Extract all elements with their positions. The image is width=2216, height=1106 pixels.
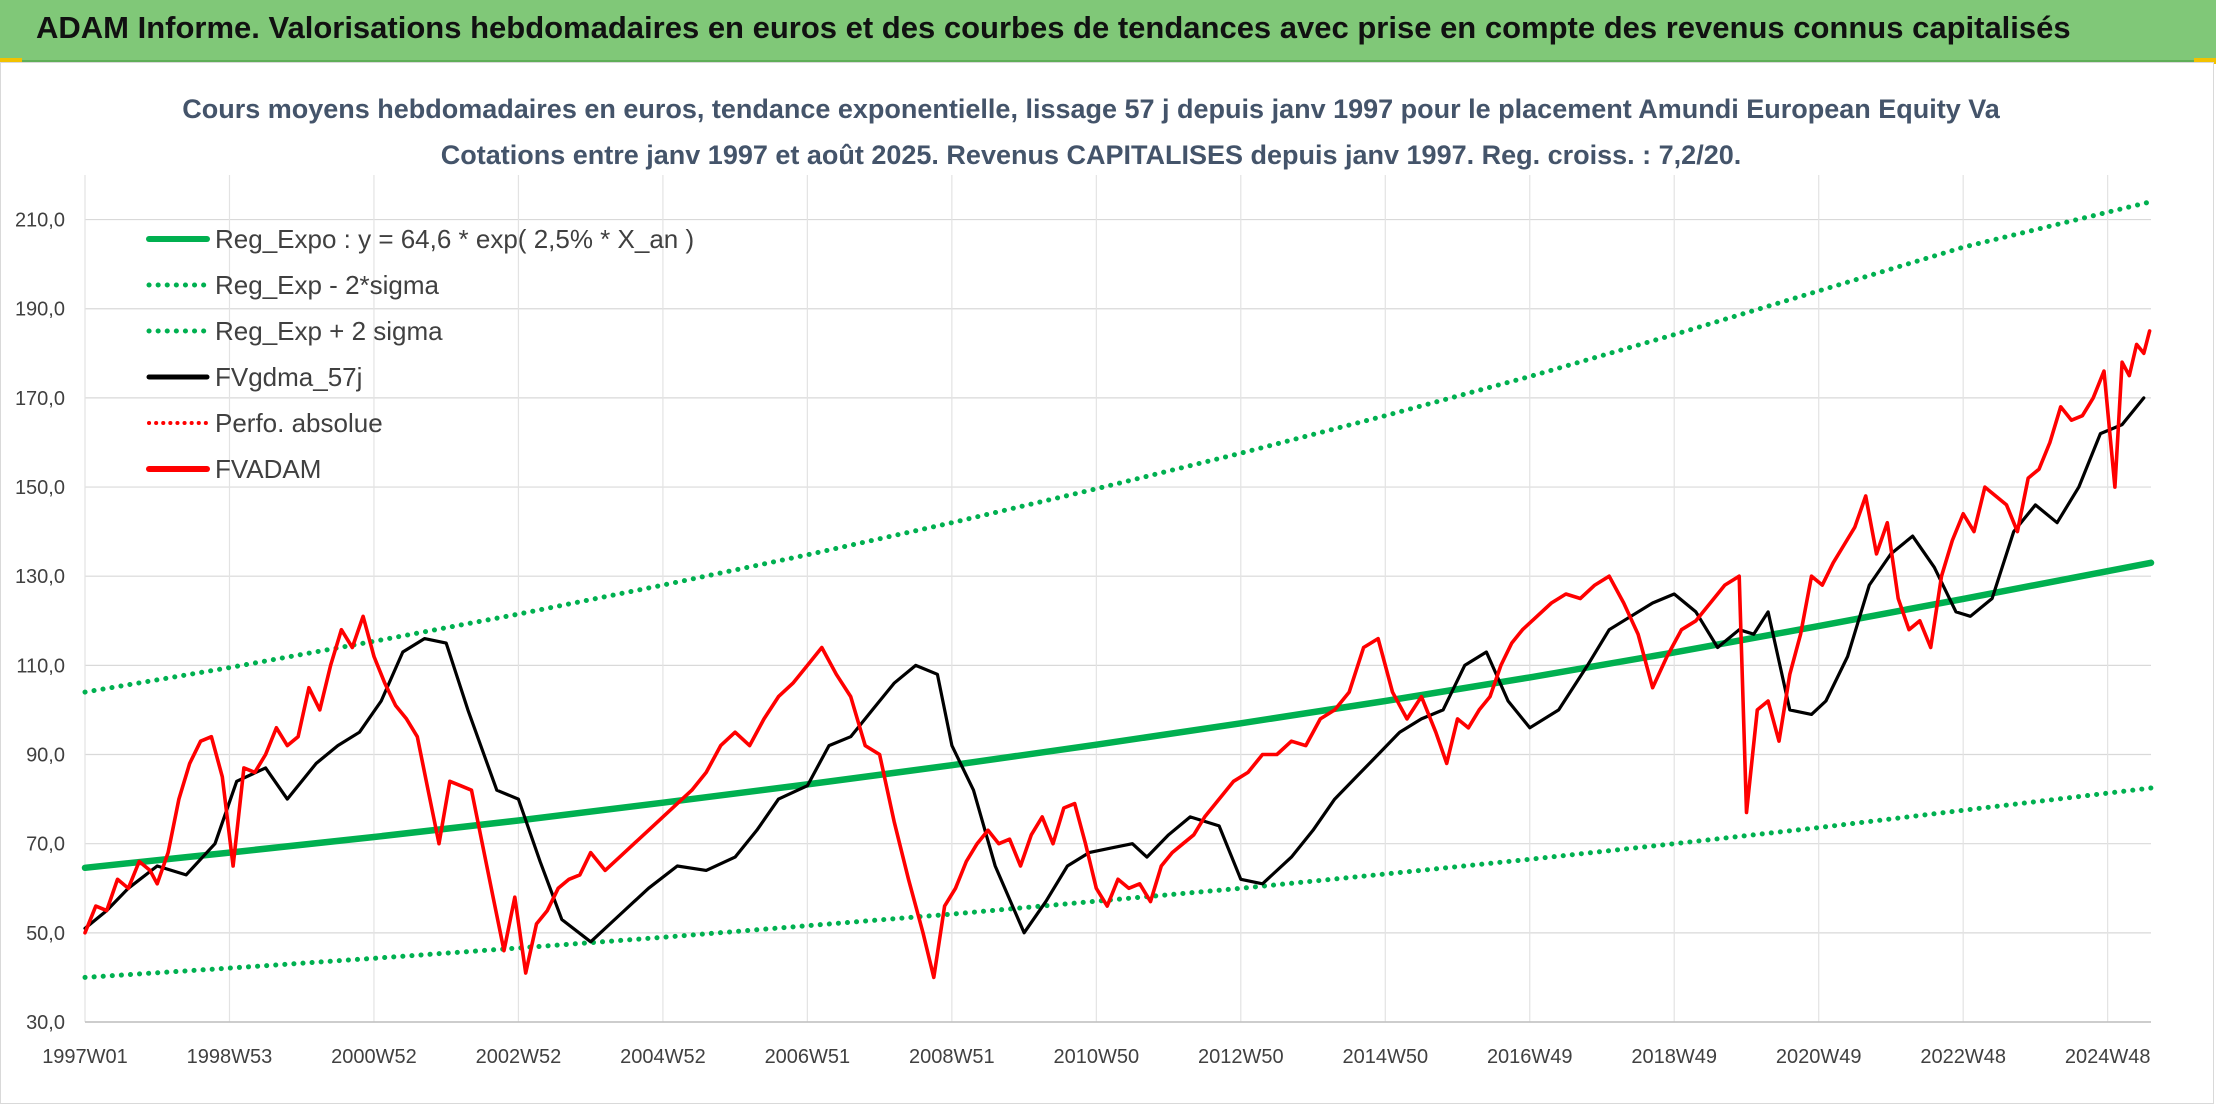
x-tick-label: 2008W51: [909, 1046, 995, 1068]
y-tick-label: 70,0: [26, 834, 65, 856]
x-tick-label: 2012W50: [1198, 1046, 1284, 1068]
x-tick-label: 2022W48: [1920, 1046, 2006, 1068]
y-tick-label: 90,0: [26, 745, 65, 767]
corner-marker-right: [2194, 58, 2216, 64]
y-tick-label: 210,0: [15, 210, 65, 232]
legend-label: FVgdma_57j: [215, 362, 362, 392]
x-tick-labels: 1997W01 1998W53 2000W52 2002W52 2004W52 2006W…: [42, 1046, 2150, 1068]
legend-label: Reg_Expo : y = 64,6 * exp( 2,5% * X_an ): [215, 224, 694, 254]
legend-label: FVADAM: [215, 454, 321, 484]
chart-title-line-2: Cotations entre janv 1997 et août 2025. …: [441, 140, 1741, 170]
y-tick-label: 130,0: [15, 566, 65, 588]
report-title: ADAM Informe. Valorisations hebdomadaire…: [36, 10, 2071, 45]
legend-label: Reg_Exp - 2*sigma: [215, 270, 440, 300]
gridlines: [84, 175, 2151, 1023]
x-tick-label: 1998W53: [187, 1046, 273, 1068]
chart-title-line-1: Cours moyens hebdomadaires en euros, ten…: [182, 94, 2001, 124]
series-line-2: [82, 785, 2154, 980]
series-line-1: [82, 199, 2154, 695]
series-line-4: [83, 329, 2152, 980]
x-tick-label: 2018W49: [1631, 1046, 1717, 1068]
x-tick-label: 2024W48: [2065, 1046, 2151, 1068]
legend-label: Reg_Exp + 2 sigma: [215, 316, 443, 346]
x-tick-label: 2002W52: [476, 1046, 562, 1068]
y-tick-labels: 30,0 50,0 70,0 90,0 110,0 130,0 150,0 170,0 190,…: [15, 210, 65, 1034]
report-banner: ADAM Informe. Valorisations hebdomadaire…: [0, 0, 2216, 62]
chart-area: 30,0 50,0 70,0 90,0 110,0 130,0 150,0 170,0 190,…: [0, 62, 2214, 1104]
x-tick-label: 2006W51: [765, 1046, 851, 1068]
x-tick-label: 2010W50: [1054, 1046, 1140, 1068]
x-tick-label: 1997W01: [42, 1046, 128, 1068]
y-tick-label: 190,0: [15, 299, 65, 321]
legend-label: Perfo. absolue: [215, 408, 383, 438]
y-tick-label: 150,0: [15, 477, 65, 499]
x-tick-label: 2020W49: [1776, 1046, 1862, 1068]
x-tick-label: 2004W52: [620, 1046, 706, 1068]
legend: Reg_Expo : y = 64,6 * exp( 2,5% * X_an )…: [146, 224, 694, 484]
chart: 30,0 50,0 70,0 90,0 110,0 130,0 150,0 170,0 190,…: [15, 94, 2155, 1068]
x-tick-label: 2000W52: [331, 1046, 417, 1068]
x-tick-label: 2016W49: [1487, 1046, 1573, 1068]
y-tick-label: 170,0: [15, 388, 65, 410]
corner-marker-left: [0, 58, 22, 64]
y-tick-label: 110,0: [16, 655, 65, 677]
series-line-0: [81, 559, 2155, 872]
series-line-3: [83, 396, 2146, 944]
series-lines: [81, 199, 2155, 980]
y-tick-label: 50,0: [26, 923, 65, 945]
chart-title: Cours moyens hebdomadaires en euros, ten…: [182, 94, 2001, 170]
x-tick-label: 2014W50: [1342, 1046, 1428, 1068]
y-tick-label: 30,0: [26, 1012, 65, 1034]
